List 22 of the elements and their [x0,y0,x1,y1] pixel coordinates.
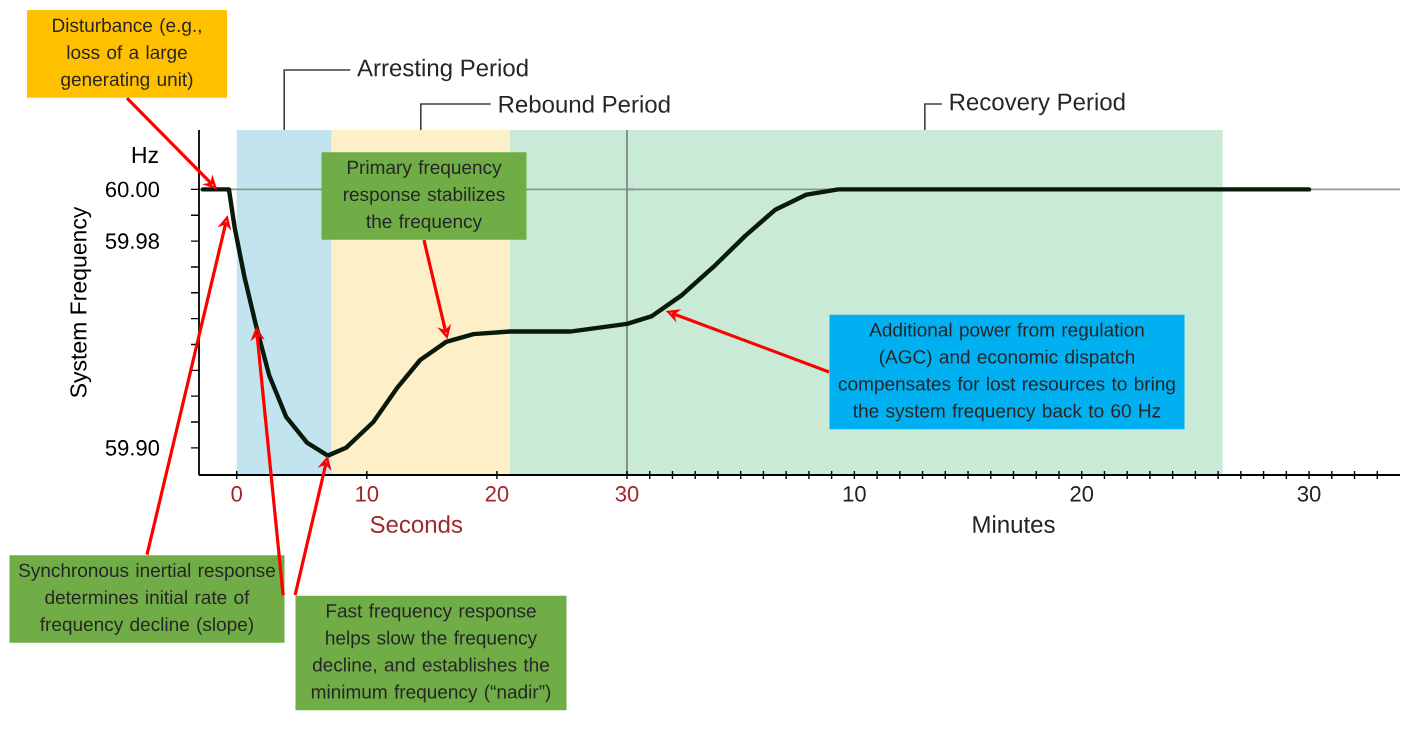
annotation: Additional power from regulation (AGC) and economic dispatch compensates for lost resources to bring the system frequency back to 60 Hz [838,322,1175,422]
band-label: Arresting Period [357,58,528,82]
annotation: Synchronous inertial response determines initial rate of frequency decline (slope) [19,563,275,635]
annotation: Disturbance (e.g., loss of a large generating unit) [53,18,201,90]
text: Hz [132,147,158,163]
annotation: Fast frequency response helps slow the frequency decline, and establishes the minimum frequency (“nadir”) [311,603,551,703]
annotation: Primary frequency response stabilizes the frequency [343,160,505,232]
x-tick-label: 20 [1070,486,1094,502]
x-axis-title: Seconds [370,515,463,533]
x-tick-label: 30 [1297,486,1321,502]
x-tick-label: 20 [485,486,509,502]
y-tick-label: 60.00 [106,181,160,198]
x-tick-label: 0 [231,486,242,502]
y-tick-label: 59.90 [105,440,160,456]
y-axis-title: System Frequency [70,206,92,398]
x-tick-label: 30 [615,486,639,502]
x-tick-label: 10 [843,486,866,502]
x-axis-title: Minutes [973,515,1055,533]
x-tick-label: 10 [356,486,379,502]
band-label: Recovery Period [950,92,1125,116]
y-tick-label: 59.98 [105,233,159,249]
band-label: Rebound Period [499,95,670,113]
